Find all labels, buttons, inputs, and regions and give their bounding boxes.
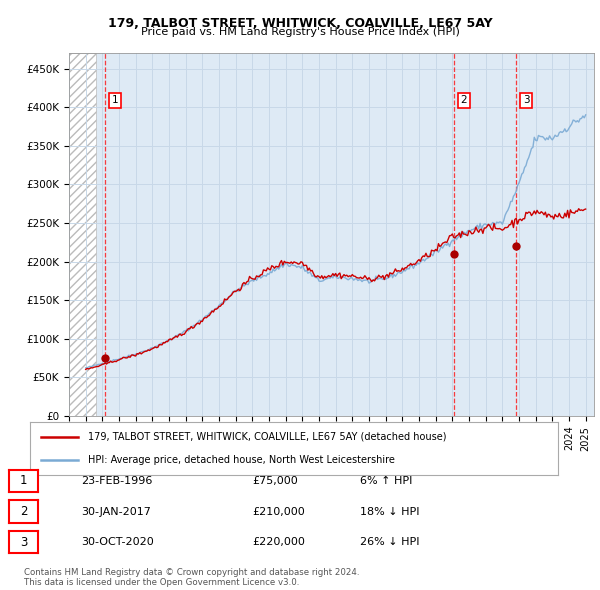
Text: 6% ↑ HPI: 6% ↑ HPI	[360, 476, 412, 486]
Text: 179, TALBOT STREET, WHITWICK, COALVILLE, LE67 5AY: 179, TALBOT STREET, WHITWICK, COALVILLE,…	[107, 17, 493, 30]
Text: £210,000: £210,000	[252, 507, 305, 516]
Text: 179, TALBOT STREET, WHITWICK, COALVILLE, LE67 5AY (detached house): 179, TALBOT STREET, WHITWICK, COALVILLE,…	[88, 432, 446, 442]
Text: 23-FEB-1996: 23-FEB-1996	[81, 476, 152, 486]
Text: 26% ↓ HPI: 26% ↓ HPI	[360, 537, 419, 547]
Text: Price paid vs. HM Land Registry's House Price Index (HPI): Price paid vs. HM Land Registry's House …	[140, 27, 460, 37]
Text: 2: 2	[20, 505, 27, 518]
Text: 30-OCT-2020: 30-OCT-2020	[81, 537, 154, 547]
Text: 18% ↓ HPI: 18% ↓ HPI	[360, 507, 419, 516]
Text: £75,000: £75,000	[252, 476, 298, 486]
Text: Contains HM Land Registry data © Crown copyright and database right 2024.
This d: Contains HM Land Registry data © Crown c…	[24, 568, 359, 587]
Text: 1: 1	[20, 474, 27, 487]
Text: 30-JAN-2017: 30-JAN-2017	[81, 507, 151, 516]
Text: 3: 3	[20, 536, 27, 549]
Text: £220,000: £220,000	[252, 537, 305, 547]
Text: 2: 2	[460, 95, 467, 105]
Text: 3: 3	[523, 95, 529, 105]
Text: HPI: Average price, detached house, North West Leicestershire: HPI: Average price, detached house, Nort…	[88, 455, 395, 465]
Text: 1: 1	[112, 95, 118, 105]
Bar	[69, 53, 95, 416]
